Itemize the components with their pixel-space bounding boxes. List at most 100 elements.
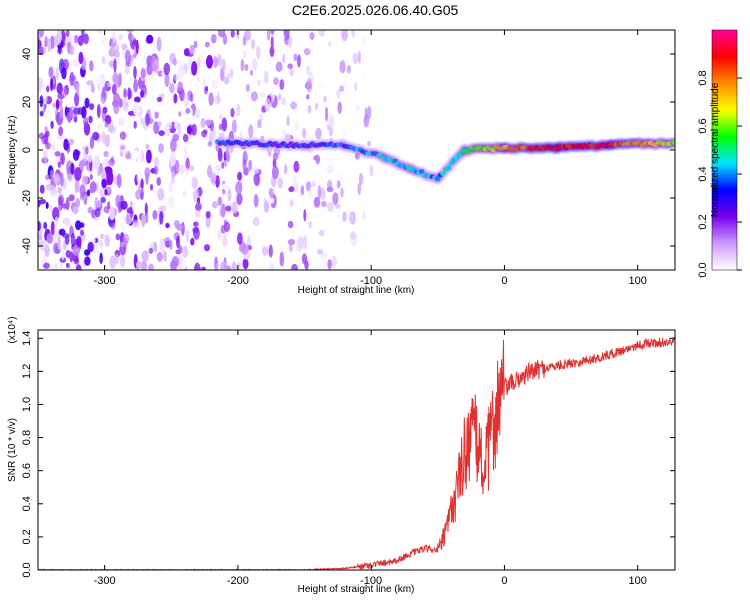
colorbar-tick-label: 0.6 [697, 118, 709, 133]
noise-speck [217, 196, 223, 206]
noise-speck [145, 172, 149, 185]
noise-speck [207, 57, 212, 64]
noise-speck [212, 201, 218, 209]
noise-speck [224, 159, 227, 168]
noise-speck [173, 58, 177, 66]
noise-speck [193, 40, 198, 49]
noise-speck [289, 68, 295, 77]
noise-speck [121, 43, 128, 51]
noise-speck [308, 187, 312, 200]
colorbar-tick-label: 0.2 [697, 214, 709, 229]
noise-speck [135, 261, 143, 269]
noise-speck [289, 199, 294, 208]
noise-speck [57, 161, 61, 169]
noise-speck [88, 115, 93, 124]
noise-speck [258, 113, 264, 122]
spectrogram-x-tick-label: -300 [94, 275, 116, 287]
noise-speck [358, 172, 364, 186]
noise-speck [144, 202, 148, 216]
noise-speck [145, 113, 150, 127]
snr-y-ticks: 0.0 0.2 0.4 0.6 0.8 1.0 1.2 1.4 [21, 331, 675, 578]
noise-speck [318, 82, 326, 89]
noise-speck [133, 66, 137, 79]
noise-speck [243, 49, 247, 60]
noise-speck [120, 200, 128, 210]
snr-y-tick-label: 0.6 [21, 463, 33, 478]
noise-speck [240, 58, 245, 72]
noise-speck [156, 37, 162, 52]
noise-speck [191, 123, 197, 136]
noise-speck [89, 187, 93, 194]
noise-speck [335, 89, 341, 99]
noise-speck [75, 83, 80, 95]
noise-speck [148, 201, 152, 214]
noise-speck [90, 84, 95, 94]
noise-speck [92, 131, 100, 141]
noise-speck [76, 235, 82, 248]
noise-speck [183, 145, 188, 161]
noise-speck [248, 124, 254, 139]
noise-speck [191, 61, 198, 76]
colorbar-tick-label: 0.8 [697, 70, 709, 85]
noise-speck [165, 222, 170, 229]
noise-speck [329, 151, 334, 164]
noise-speck [204, 86, 208, 95]
noise-speck [144, 212, 149, 224]
noise-speck [290, 101, 298, 110]
noise-speck [221, 117, 228, 132]
colorbar-ticks: 0.0 0.2 0.4 0.6 0.8 [697, 70, 742, 278]
noise-speck [116, 173, 122, 189]
snr-x-tick-label: -300 [94, 575, 116, 587]
colorbar-tick-label: 0.4 [697, 166, 709, 181]
noise-speck [104, 166, 112, 172]
noise-speck [261, 246, 269, 256]
noise-speck [292, 174, 297, 190]
noise-speck [101, 108, 107, 122]
noise-speck [215, 164, 222, 172]
noise-speck [122, 233, 130, 244]
noise-speck [99, 187, 107, 199]
noise-speck [244, 64, 249, 71]
noise-speck [268, 244, 273, 258]
noise-speck [327, 259, 332, 270]
noise-speck [69, 251, 74, 263]
noise-speck [56, 82, 63, 95]
noise-speck [109, 255, 116, 269]
noise-speck [363, 114, 370, 128]
snr-y-tick-label: 0.8 [21, 430, 33, 445]
noise-speck [156, 251, 163, 262]
noise-speck [217, 229, 222, 241]
noise-speck [277, 177, 284, 189]
spectrogram-x-tick-label: 0 [501, 275, 507, 287]
noise-speck [309, 32, 315, 40]
snr-frame [37, 329, 676, 571]
noise-speck [157, 121, 162, 128]
snr-x-tick-label: 0 [501, 575, 507, 587]
noise-speck [242, 243, 249, 255]
noise-speck [303, 48, 311, 56]
noise-speck [46, 183, 54, 191]
noise-speck [127, 87, 132, 100]
noise-speck [192, 226, 200, 240]
noise-speck [288, 186, 295, 193]
noise-speck [325, 106, 329, 122]
noise-speck [43, 133, 49, 145]
noise-speck [47, 38, 52, 53]
noise-speck [54, 151, 61, 157]
noise-speck [337, 101, 342, 114]
noise-speck [153, 241, 158, 253]
noise-speck [185, 167, 189, 177]
noise-speck [128, 32, 133, 42]
noise-speck [277, 93, 282, 101]
noise-speck [225, 148, 229, 160]
noise-speck [163, 250, 167, 262]
noise-speck [68, 194, 75, 202]
noise-speck [185, 157, 190, 171]
noise-speck [249, 69, 254, 76]
noise-speck [84, 97, 90, 109]
noise-speck [250, 91, 258, 102]
noise-speck [264, 70, 269, 85]
noise-speck [38, 220, 41, 232]
noise-speck [205, 210, 211, 219]
